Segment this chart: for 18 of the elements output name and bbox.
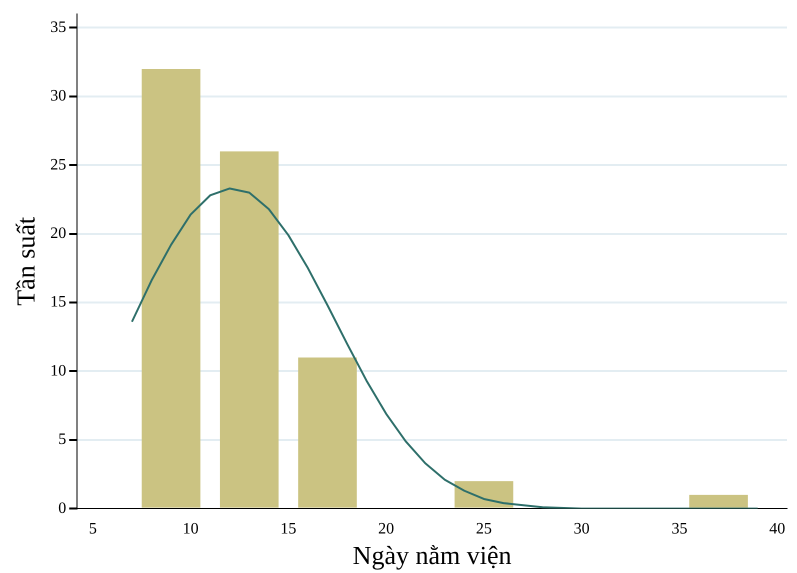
- x-tick-label: 10: [182, 520, 199, 538]
- x-axis-title: Ngày nằm viện: [352, 541, 512, 570]
- y-tick-label: 10: [50, 362, 66, 380]
- x-tick-label: 30: [574, 520, 590, 538]
- x-tick-label: 35: [671, 520, 688, 538]
- x-tick-label: 20: [378, 520, 394, 538]
- y-axis-title: Tần suất: [11, 216, 40, 306]
- x-tick-label: 40: [769, 520, 786, 538]
- x-tick-label: 5: [88, 520, 97, 538]
- x-tick-label: 15: [280, 520, 296, 538]
- y-tick-label: 0: [58, 500, 66, 517]
- x-tick-label: 25: [476, 520, 492, 538]
- y-tick-label: 15: [50, 294, 66, 311]
- y-tick-label: 30: [50, 88, 66, 105]
- y-tick-label: 5: [58, 431, 66, 448]
- y-tick-label: 20: [50, 225, 66, 242]
- y-tick-label: 35: [50, 18, 66, 36]
- y-tick-label: 25: [50, 156, 66, 174]
